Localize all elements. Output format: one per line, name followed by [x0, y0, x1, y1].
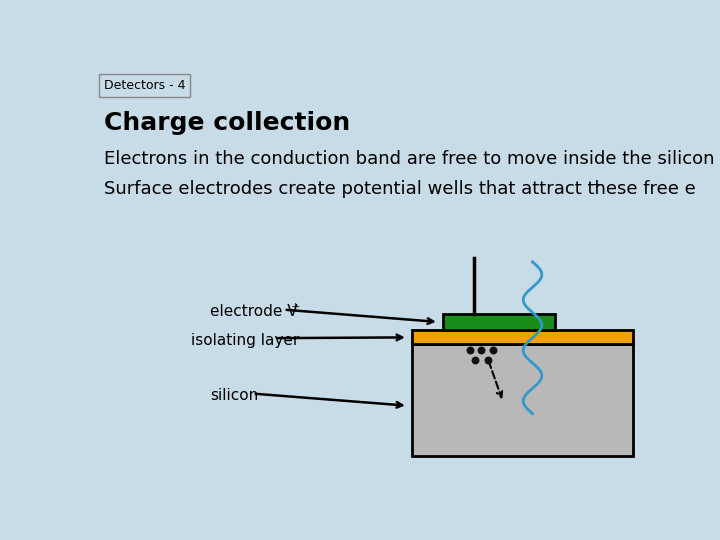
Text: silicon: silicon [210, 388, 258, 403]
Text: Surface electrodes create potential wells that attract these free e: Surface electrodes create potential well… [104, 180, 696, 198]
Point [469, 355, 481, 364]
Point [482, 355, 493, 364]
Text: Electrons in the conduction band are free to move inside the silicon: Electrons in the conduction band are fre… [104, 150, 714, 167]
Text: +: + [291, 302, 300, 312]
Point [476, 346, 487, 355]
Bar [412, 345, 632, 456]
Bar [443, 314, 555, 330]
Text: Charge collection: Charge collection [104, 111, 350, 135]
Point [487, 346, 499, 355]
Text: Detectors - 4: Detectors - 4 [104, 79, 186, 92]
Text: electrode V: electrode V [210, 303, 298, 319]
Text: −: − [593, 179, 603, 192]
Point [464, 346, 475, 355]
Bar [412, 330, 632, 345]
Text: isolating layer: isolating layer [191, 333, 299, 348]
